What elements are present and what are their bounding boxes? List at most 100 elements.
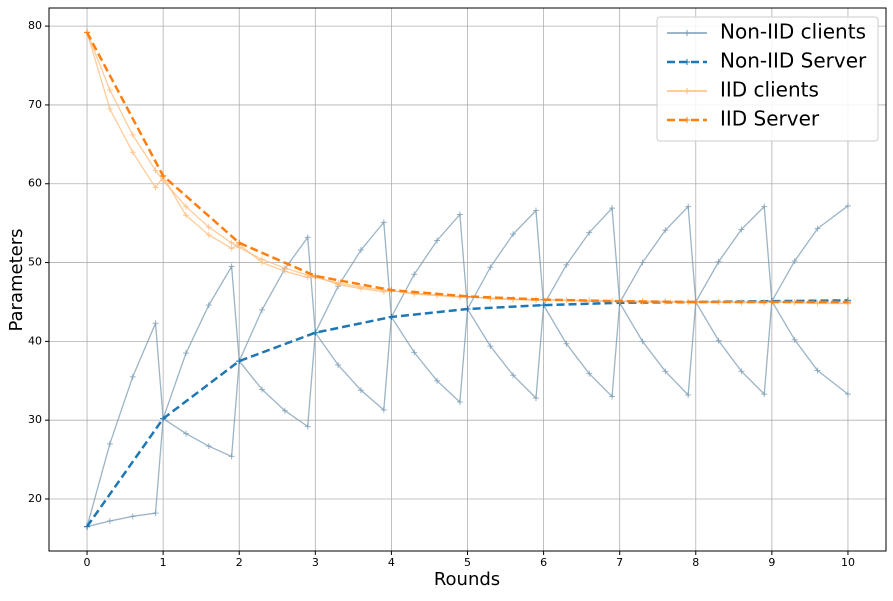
marker (129, 149, 136, 156)
marker (464, 293, 471, 300)
marker (639, 338, 646, 345)
marker (182, 430, 189, 437)
marker (281, 407, 288, 414)
marker (761, 203, 768, 210)
marker (259, 306, 266, 313)
marker (182, 212, 189, 219)
marker (228, 263, 235, 270)
marker (312, 329, 319, 336)
y-tick-label: 20 (28, 492, 42, 505)
marker (182, 203, 189, 210)
marker (411, 271, 418, 278)
marker (844, 391, 851, 398)
marker (152, 184, 159, 191)
marker (685, 391, 692, 398)
marker (563, 261, 570, 268)
legend-box (656, 16, 879, 142)
marker (160, 415, 167, 422)
marker (152, 320, 159, 327)
legend-label: Non-IID clients (720, 20, 866, 44)
marker (791, 336, 798, 343)
marker (380, 219, 387, 226)
legend-marker (684, 88, 690, 94)
marker (84, 29, 91, 36)
marker (205, 302, 212, 309)
marker (464, 306, 471, 313)
marker (715, 258, 722, 265)
legend-marker (684, 117, 690, 123)
marker (205, 443, 212, 450)
marker (228, 239, 235, 246)
marker (106, 105, 113, 112)
marker (304, 274, 311, 281)
marker (738, 368, 745, 375)
y-axis-label: Parameters (6, 228, 27, 331)
marker (532, 395, 539, 402)
y-tick-label: 50 (28, 256, 42, 269)
legend-label: IID clients (720, 78, 819, 102)
marker (380, 288, 387, 295)
marker (228, 453, 235, 460)
series-line (86, 205, 849, 528)
marker (844, 202, 851, 209)
marker (380, 406, 387, 413)
marker (456, 399, 463, 406)
y-tick-label: 40 (28, 334, 42, 347)
marker (487, 264, 494, 271)
marker (228, 245, 235, 252)
marker (335, 362, 342, 369)
marker (609, 205, 616, 212)
marker (335, 281, 342, 288)
legend-label: Non-IID Server (720, 49, 867, 73)
marker (510, 372, 517, 379)
marker (152, 167, 159, 174)
marker (662, 227, 669, 234)
marker (129, 131, 136, 138)
x-tick-label: 6 (540, 556, 547, 569)
marker (84, 523, 91, 530)
marker (129, 373, 136, 380)
series-line (86, 205, 849, 527)
marker (434, 377, 441, 384)
marker (639, 259, 646, 266)
marker (259, 259, 266, 266)
marker (259, 386, 266, 393)
marker (434, 237, 441, 244)
marker (388, 287, 395, 294)
x-tick-label: 1 (160, 556, 167, 569)
marker (768, 298, 775, 305)
marker (456, 211, 463, 218)
legend-marker (684, 59, 690, 65)
y-tick-label: 60 (28, 177, 42, 190)
marker (106, 518, 113, 525)
marker (791, 257, 798, 264)
marker (692, 298, 699, 305)
marker (586, 229, 593, 236)
marker (205, 231, 212, 238)
marker (129, 513, 136, 520)
marker (388, 313, 395, 320)
marker (304, 234, 311, 241)
x-tick-label: 0 (84, 556, 91, 569)
x-tick-label: 3 (312, 556, 319, 569)
x-tick-label: 10 (841, 556, 855, 569)
marker (236, 239, 243, 246)
marker (487, 343, 494, 350)
marker (814, 225, 821, 232)
marker (182, 350, 189, 357)
marker (312, 272, 319, 279)
marker (609, 393, 616, 400)
marker (532, 207, 539, 214)
y-tick-label: 70 (28, 98, 42, 111)
marker (586, 370, 593, 377)
marker (160, 172, 167, 179)
legend-label: IID Server (720, 107, 820, 131)
series-line (85, 31, 848, 304)
marker (616, 298, 623, 305)
legend-marker (684, 30, 690, 36)
marker (304, 423, 311, 430)
x-tick-label: 9 (768, 556, 775, 569)
plot-frame (48, 7, 887, 552)
x-tick-label: 5 (464, 556, 471, 569)
